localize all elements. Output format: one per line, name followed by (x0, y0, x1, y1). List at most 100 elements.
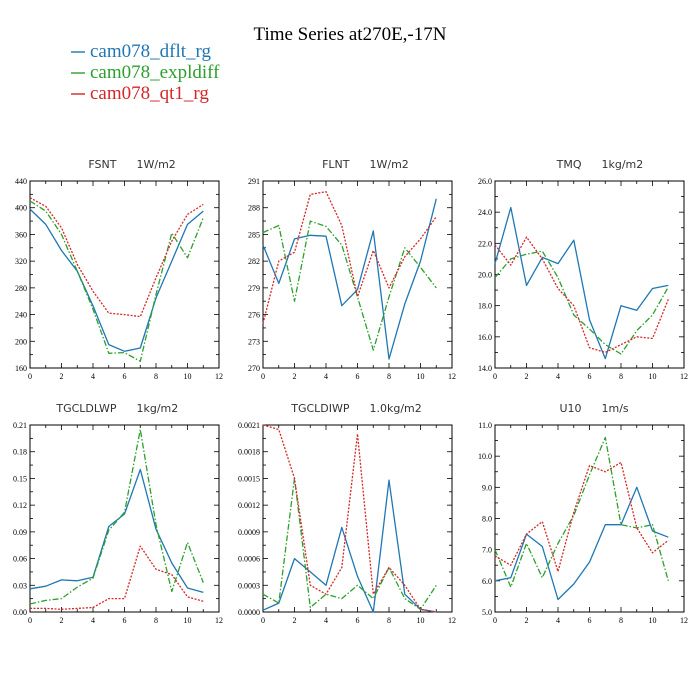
x-tick-label: 2 (293, 372, 297, 381)
x-tick-label: 2 (60, 616, 64, 625)
y-tick-label: 0.0018 (238, 448, 260, 457)
x-tick-label: 4 (556, 616, 560, 625)
x-tick-label: 6 (588, 616, 592, 625)
legend: cam078_dflt_rgcam078_expldiffcam078_qt1_… (71, 41, 220, 104)
y-tick-label: 273 (248, 337, 260, 346)
y-tick-label: 18.0 (478, 302, 492, 311)
x-tick-label: 12 (680, 616, 688, 625)
legend-entry: cam078_expldiff (90, 62, 220, 83)
series-line (494, 206, 669, 360)
x-tick-label: 0 (28, 372, 32, 381)
y-tick-label: 320 (15, 257, 27, 266)
y-tick-label: 0.18 (13, 448, 27, 457)
panel-title-variable: TGCLDLWP (55, 402, 117, 415)
series-line (29, 200, 204, 362)
series-line (494, 436, 669, 588)
y-tick-label: 0.0012 (238, 501, 260, 510)
x-tick-label: 0 (261, 372, 265, 381)
chart-panel: FLNT 1W/m2 270 273 276 279 282 285 288 291 0 2 4 6 8 10… (248, 158, 456, 381)
plot-frame (494, 424, 685, 613)
x-tick-label: 12 (215, 616, 223, 625)
series-line (30, 545, 204, 610)
y-tick-label: 0.0015 (238, 474, 260, 483)
panel-title-variable: TMQ (556, 158, 582, 171)
panel-title-unit: 1W/m2 (370, 158, 409, 171)
x-tick-label: 6 (588, 372, 592, 381)
x-tick-label: 8 (387, 616, 391, 625)
legend-entry: cam078_qt1_rg (90, 83, 209, 104)
x-tick-label: 12 (680, 372, 688, 381)
y-tick-label: 0.09 (13, 528, 27, 537)
series-line (29, 468, 204, 594)
y-tick-label: 276 (248, 311, 260, 320)
y-tick-label: 0.15 (13, 474, 27, 483)
y-tick-label: 282 (248, 257, 260, 266)
chart-panel: FSNT 1W/m2 160 200 240 280 320 360 400 440 0 2 4 6 8 10… (15, 158, 223, 381)
panel-title-unit: 1kg/m2 (137, 402, 179, 415)
y-tick-label: 200 (15, 337, 27, 346)
plot-frame (262, 424, 453, 613)
chart-panel: TMQ 1kg/m2 14.0 16.0 18.0 20.0 22.0 24.0 26.0 0 2 4… (478, 158, 688, 381)
series-line (29, 208, 204, 352)
y-tick-label: 360 (15, 230, 27, 239)
y-tick-label: 14.0 (478, 364, 492, 373)
y-tick-label: 0.0009 (238, 528, 260, 537)
series-line (29, 428, 204, 605)
x-tick-label: 2 (525, 616, 529, 625)
chart-panel: U10 1m/s 5.0 6.0 7.0 8.0 9.0 10.0 11.0 0 2 4 6 8 10 12 (478, 402, 688, 625)
y-tick-label: 0.21 (13, 421, 27, 430)
x-tick-label: 8 (619, 616, 623, 625)
panel-title-unit: 1.0kg/m2 (370, 402, 422, 415)
series-line (262, 198, 437, 360)
y-tick-label: 20.0 (478, 271, 492, 280)
y-tick-label: 279 (248, 284, 260, 293)
chart-panel: TGCLDLWP 1kg/m2 0.00 0.03 0.06 0.09 0.12 0.15 0.… (13, 402, 223, 625)
x-tick-label: 8 (154, 372, 158, 381)
y-tick-label: 270 (248, 364, 260, 373)
x-tick-label: 12 (448, 616, 456, 625)
y-tick-label: 5.0 (482, 608, 492, 617)
y-tick-label: 288 (248, 204, 260, 213)
x-tick-label: 6 (356, 372, 360, 381)
y-tick-label: 400 (15, 204, 27, 213)
x-tick-label: 8 (619, 372, 623, 381)
y-tick-label: 440 (15, 177, 27, 186)
panel-title-unit: 1m/s (602, 402, 629, 415)
y-tick-label: 22.0 (478, 239, 492, 248)
x-tick-label: 4 (324, 372, 328, 381)
series-line (494, 250, 669, 355)
y-tick-label: 7.0 (482, 546, 492, 555)
y-tick-label: 160 (15, 364, 27, 373)
y-tick-label: 240 (15, 311, 27, 320)
y-tick-label: 280 (15, 284, 27, 293)
panel-title-unit: 1W/m2 (137, 158, 176, 171)
x-tick-label: 4 (556, 372, 560, 381)
y-tick-label: 0.12 (13, 501, 27, 510)
panel-title-unit: 1kg/m2 (602, 158, 644, 171)
y-tick-label: 24.0 (478, 208, 492, 217)
y-tick-label: 6.0 (482, 577, 492, 586)
x-tick-label: 10 (649, 372, 657, 381)
plot-frame (262, 180, 453, 369)
x-tick-label: 4 (324, 616, 328, 625)
y-tick-label: 11.0 (478, 421, 492, 430)
y-tick-label: 0.0021 (238, 421, 260, 430)
y-tick-label: 10.0 (478, 452, 492, 461)
x-tick-label: 2 (60, 372, 64, 381)
y-tick-label: 0.00 (13, 608, 27, 617)
y-tick-label: 0.0006 (238, 555, 260, 564)
series-line (262, 424, 437, 613)
y-tick-label: 0.03 (13, 581, 27, 590)
x-tick-label: 0 (493, 616, 497, 625)
panel-title-variable: U10 (559, 402, 581, 415)
chart-panel: TGCLDIWP 1.0kg/m2 0.0000 0.0003 0.0006 0.0009… (238, 402, 456, 625)
y-tick-label: 0.0003 (238, 581, 260, 590)
panel-title-variable: TGCLDIWP (290, 402, 350, 415)
series-line (262, 479, 437, 613)
x-tick-label: 10 (417, 372, 425, 381)
y-tick-label: 8.0 (482, 515, 492, 524)
x-tick-label: 8 (154, 616, 158, 625)
plot-frame (29, 180, 220, 369)
